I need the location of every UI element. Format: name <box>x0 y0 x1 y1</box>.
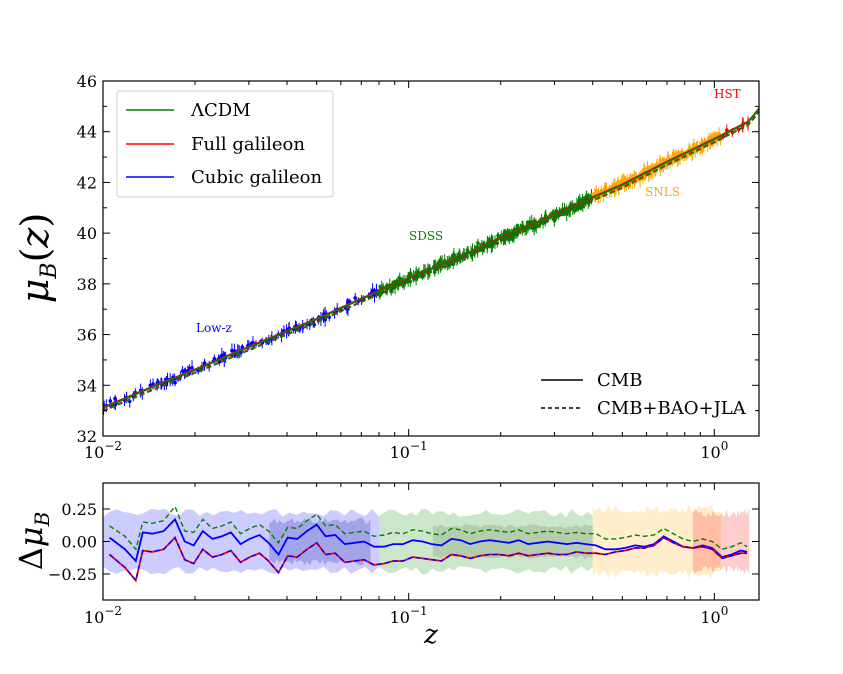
top-ytick-label: 46 <box>77 72 97 91</box>
error-band <box>692 508 750 575</box>
annot-snls: SNLS <box>645 185 680 199</box>
bottom-xtick-label-base: 10 <box>390 608 410 627</box>
sn-point <box>550 211 555 215</box>
top-xtick-label-exp: −2 <box>104 439 122 453</box>
bottom-xtick-label: 100 <box>700 604 728 627</box>
top-ylabel-mu: μ <box>13 279 57 304</box>
sn-point <box>591 192 595 197</box>
bottom-ytick-label: −0.25 <box>48 565 97 584</box>
top-ytick-label: 44 <box>77 123 97 142</box>
top-xtick-label: 10−2 <box>84 439 122 462</box>
sn-point <box>564 212 569 216</box>
top-model-curves <box>103 107 759 412</box>
annot-sdss: SDSS <box>409 229 443 243</box>
top-ylabel-close: ) <box>13 213 57 228</box>
legend-label-cubic-galileon: Cubic galileon <box>191 167 322 188</box>
top-ytick-label: 42 <box>77 173 97 192</box>
top-xtick-label: 10−1 <box>390 439 428 462</box>
residual-line <box>109 536 748 583</box>
sn-point <box>717 132 721 136</box>
bottom-xlabel: z <box>423 620 438 650</box>
bottom-ytick-label: 0.25 <box>61 500 97 519</box>
sn-point <box>220 353 224 358</box>
bottom-ylabel-delta: Δ <box>12 547 50 570</box>
bottom-xtick-label-exp: −2 <box>104 604 122 618</box>
top-xtick-label-base: 10 <box>700 443 720 462</box>
annot-hst: HST <box>714 87 741 101</box>
sn-point <box>439 260 443 264</box>
sn-point <box>476 241 480 246</box>
top-xtick-label-base: 10 <box>390 443 410 462</box>
sn-point <box>594 189 599 193</box>
bottom-ylabel-mu: μ <box>12 526 50 547</box>
legend-label-cmb: CMB <box>597 370 642 391</box>
sn-point <box>353 296 357 300</box>
sn-point <box>151 382 155 386</box>
top-ylabel: μB(z) <box>13 213 62 304</box>
sn-point <box>619 179 624 184</box>
bottom-ylabel-sub: B <box>30 512 54 528</box>
top-ylabel-arg: ( <box>13 248 57 263</box>
error-bands <box>103 504 750 579</box>
bottom-xtick-label: 10−1 <box>390 604 428 627</box>
top-ytick-label: 40 <box>77 224 97 243</box>
annot-low-z: Low-z <box>196 321 232 335</box>
top-xtick-label-exp: 0 <box>721 439 729 453</box>
sn-point <box>212 356 217 361</box>
sn-point <box>658 158 663 163</box>
top-plot-area <box>103 107 759 415</box>
bottom-xtick-label-exp: −1 <box>410 604 428 618</box>
error-band <box>269 517 371 566</box>
residual-line <box>109 505 748 551</box>
residual-line <box>108 517 748 563</box>
legend-label-cmb-bao-jla: CMB+BAO+JLA <box>597 398 747 419</box>
sn-point <box>496 233 500 238</box>
sn-point <box>108 399 113 403</box>
sn-point <box>451 254 456 259</box>
sn-point <box>230 348 234 353</box>
bottom-xtick-label: 10−2 <box>84 604 122 627</box>
top-xtick-label-base: 10 <box>84 443 104 462</box>
legend-label-lcdm: ΛCDM <box>190 100 251 121</box>
legend-models-box <box>116 90 334 198</box>
sn-point <box>552 218 557 223</box>
sn-point <box>402 282 406 287</box>
legend-label-full-galileon: Full galileon <box>191 134 305 155</box>
bottom-ylabel: ΔμB <box>12 512 54 571</box>
top-ytick-label: 36 <box>77 326 97 345</box>
top-ytick-label: 38 <box>77 275 97 294</box>
model-curve-solid <box>103 108 759 409</box>
top-ylabel-z: z <box>13 227 57 249</box>
legend-models: ΛCDM Full galileon Cubic galileon <box>116 90 334 198</box>
top-xtick-label-exp: −1 <box>410 439 428 453</box>
sn-point <box>180 369 185 373</box>
bottom-xtick-label-base: 10 <box>84 608 104 627</box>
error-band <box>103 508 379 575</box>
residual-lines <box>108 505 748 583</box>
legend-linestyles: CMB CMB+BAO+JLA <box>541 370 747 419</box>
bottom-ytick-label: 0.00 <box>61 533 97 552</box>
top-ylabel-sub: B <box>37 262 62 279</box>
bottom-xtick-label-base: 10 <box>700 608 720 627</box>
top-ytick-label: 32 <box>77 427 97 446</box>
sn-point <box>397 276 402 280</box>
model-curve-dashed <box>103 111 759 412</box>
top-ytick-label: 34 <box>77 376 97 395</box>
sn-point <box>346 299 351 304</box>
sn-point <box>190 366 194 370</box>
top-xtick-label: 100 <box>700 439 728 462</box>
bottom-xtick-label-exp: 0 <box>721 604 729 618</box>
bottom-plot-area <box>103 504 750 583</box>
